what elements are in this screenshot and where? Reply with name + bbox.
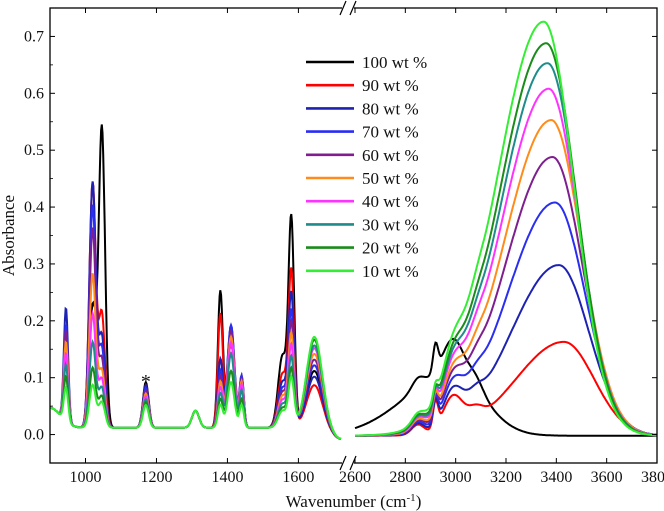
series-path-right (355, 20, 657, 437)
x-axis-title-main: Wavenumber (cm (286, 492, 407, 511)
y-tick-label: 0.6 (24, 85, 44, 102)
series-line-9 (49, 20, 657, 440)
plot-frame (49, 7, 658, 464)
x-tick-label: 3200 (490, 469, 522, 486)
legend-label: 100 wt % (362, 53, 427, 72)
axis-break-slash-bottom (349, 455, 357, 471)
series-line-3 (49, 201, 658, 440)
legend-label: 70 wt % (362, 123, 419, 142)
x-tick-label: 3000 (440, 469, 472, 486)
x-tick-label: 2600 (339, 469, 371, 486)
annotation-asterisk: * (141, 371, 151, 393)
axis-break-gap-bottom (342, 457, 354, 469)
x-tick-label: 1000 (69, 469, 101, 486)
legend-label: 80 wt % (362, 99, 419, 118)
x-axis-title-suffix: ) (416, 492, 422, 511)
x-tick-label: 1200 (140, 469, 172, 486)
axis-break-gap-top (342, 2, 354, 14)
series-line-4 (49, 155, 658, 440)
y-tick-label: 0.1 (24, 370, 44, 387)
axis-break-slash-top (339, 0, 347, 16)
legend-label: 10 wt % (362, 262, 419, 281)
legend-label: 20 wt % (362, 239, 419, 258)
y-tick-label: 0.5 (24, 142, 44, 159)
axes: 0.0 0.1 0.2 0.3 0.4 0.5 0.6 0.7 1000 1200 1400 1600… (24, 0, 664, 486)
legend-label: 60 wt % (362, 146, 419, 165)
axis-break-slash-bottom (339, 455, 347, 471)
y-tick-label: 0.0 (24, 427, 44, 444)
series-path-left (49, 335, 342, 440)
x-axis-title: Wavenumber (cm-1) (286, 492, 422, 511)
series-line-2 (49, 181, 658, 440)
x-tick-label: 1400 (211, 469, 243, 486)
y-axis-title: Absorbance (0, 195, 18, 276)
axis-break-slash-top (349, 0, 357, 16)
x-tick-label: 3400 (540, 469, 572, 486)
legend-label: 90 wt % (362, 76, 419, 95)
y-tick-label: 0.4 (24, 199, 44, 216)
legend: 100 wt % 90 wt % 80 wt % 70 wt % 60 wt % 50 w… (306, 53, 427, 281)
y-tick-label: 0.7 (24, 28, 44, 45)
legend-label: 30 wt % (362, 215, 419, 234)
series-group (49, 20, 658, 440)
x-tick-label: 2800 (389, 469, 421, 486)
x-axis-title-sup: -1 (407, 492, 416, 504)
series-path-right (354, 337, 657, 437)
legend-label: 40 wt % (362, 192, 419, 211)
x-tick-label: 3600 (591, 469, 623, 486)
legend-label: 50 wt % (362, 169, 419, 188)
x-tick-label: 3800 (641, 469, 664, 486)
y-tick-label: 0.2 (24, 313, 44, 330)
x-tick-label: 1600 (282, 469, 314, 486)
y-tick-label: 0.3 (24, 256, 44, 273)
